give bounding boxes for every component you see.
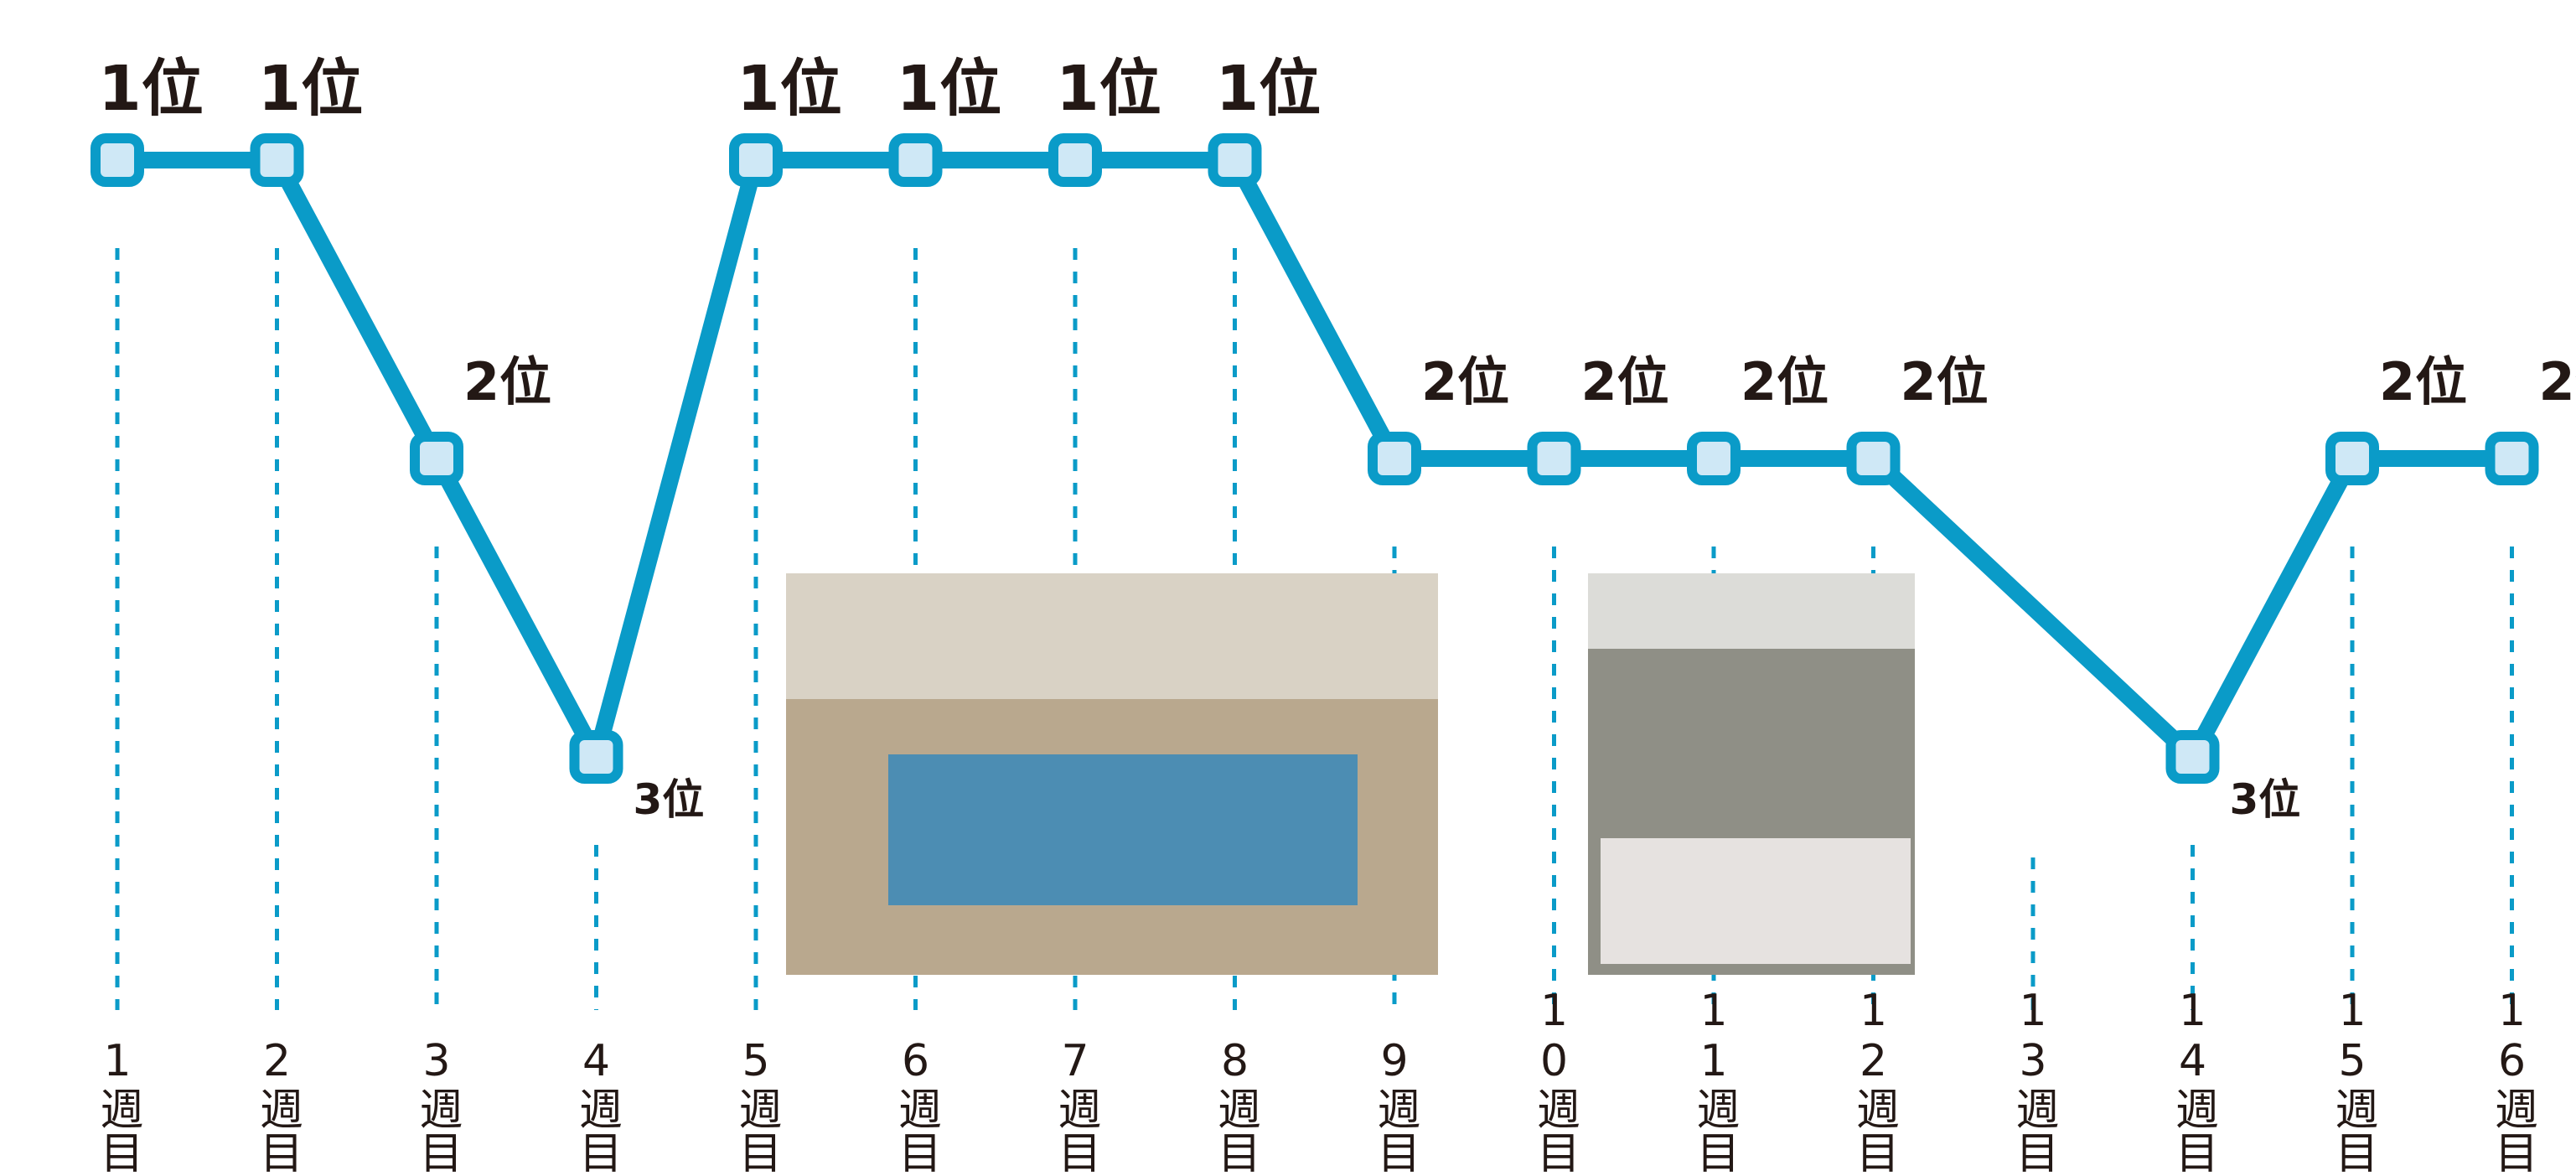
data-label: 1位 — [1216, 53, 1322, 125]
photos — [786, 573, 1915, 975]
photo-ceiling — [786, 573, 1438, 699]
point — [729, 133, 783, 187]
x-tick-label: 3週目 — [411, 1036, 462, 1173]
point — [569, 730, 623, 784]
x-tick-label: 13週目 — [2008, 986, 2058, 1173]
data-label: 1位 — [737, 53, 842, 125]
x-tick-label: 15週目 — [2327, 986, 2377, 1173]
x-tick-label: 9週目 — [1369, 1036, 1420, 1173]
x-tick-label: 6週目 — [891, 1036, 941, 1173]
data-label: 2位 — [1421, 351, 1509, 412]
point — [888, 133, 943, 187]
data-label: 2位 — [1581, 351, 1669, 412]
x-tick-label: 1週目 — [92, 1036, 142, 1173]
point — [1527, 432, 1581, 485]
point — [410, 432, 463, 485]
photo-ceiling — [1588, 573, 1915, 649]
x-tick-label: 14週目 — [2168, 986, 2218, 1173]
data-label: 2位 — [1901, 351, 1989, 412]
marks: 1位 1位 2位 3位 1位 1位 1位 1位 2位 2位 2位 2位 3位 2位 2位 — [91, 53, 2576, 824]
data-label: 2位 — [2539, 351, 2576, 412]
point — [1846, 432, 1901, 485]
x-tick-label: 10週目 — [1529, 986, 1580, 1173]
x-tick-label: 4週目 — [572, 1036, 622, 1173]
point — [91, 133, 144, 187]
data-label: 1位 — [1056, 53, 1161, 125]
data-label: 1位 — [258, 53, 364, 125]
x-tick-label: 12週目 — [1849, 986, 1899, 1173]
x-tick-label: 11週目 — [1689, 986, 1739, 1173]
point — [2485, 432, 2539, 485]
point — [2325, 432, 2379, 485]
point — [1687, 432, 1741, 485]
x-tick-label: 8週目 — [1210, 1036, 1260, 1173]
point — [1048, 133, 1102, 187]
data-label: 1位 — [897, 53, 1002, 125]
x-tick-label: 5週目 — [731, 1036, 781, 1173]
data-label: 3位 — [634, 775, 705, 824]
point — [250, 133, 304, 187]
data-label: 1位 — [98, 53, 204, 125]
x-tick-label: 16週目 — [2487, 986, 2537, 1173]
point — [1368, 432, 1421, 485]
x-tick-label: 7週目 — [1050, 1036, 1100, 1173]
photo-table — [1601, 838, 1911, 964]
point — [1208, 133, 1262, 187]
x-tick-label: 2週目 — [252, 1036, 303, 1173]
data-label: 2位 — [2379, 351, 2467, 412]
point — [2165, 730, 2220, 784]
photo-table — [888, 754, 1358, 905]
data-label: 2位 — [1741, 351, 1829, 412]
data-label: 3位 — [2230, 775, 2301, 824]
data-label: 2位 — [463, 351, 551, 412]
